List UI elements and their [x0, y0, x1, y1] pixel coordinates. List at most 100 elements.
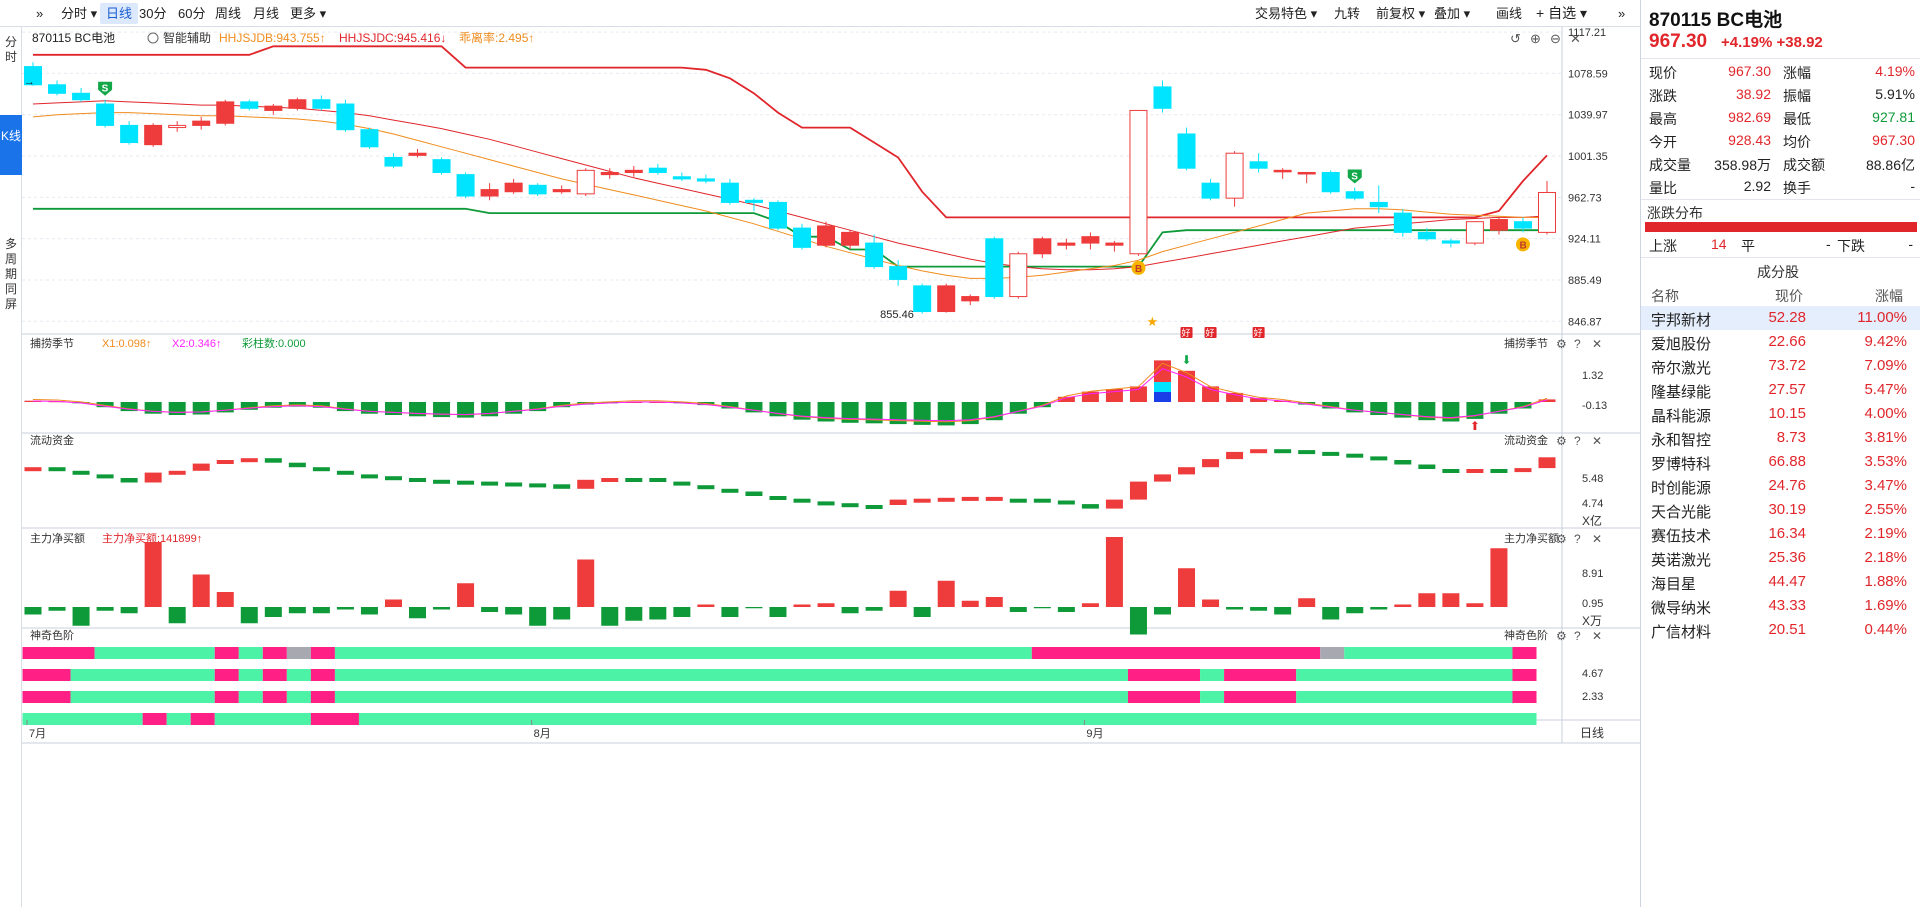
sub3-bar	[264, 607, 282, 617]
sub2-bar	[1153, 474, 1171, 482]
component-row[interactable]: 永和智控 8.73 3.81%	[1641, 426, 1920, 450]
sub1-bar	[817, 402, 835, 422]
component-pct: 2.18%	[1864, 549, 1907, 566]
high-label: 1071.66 →	[22, 76, 35, 88]
period-tab-5[interactable]: 月线	[253, 6, 280, 21]
sub1-bar	[1033, 402, 1051, 408]
side-tab-kline[interactable]: K线	[0, 115, 22, 175]
component-row[interactable]: 英诺激光 25.36 2.18%	[1641, 546, 1920, 570]
period-tab-1[interactable]: 日线	[100, 3, 139, 24]
component-row[interactable]: 微导纳米 43.33 1.69%	[1641, 594, 1920, 618]
top-toolbar: » 分时 ▾ 日线 30分 60分 周线 月线 更多 ▾ 交易特色 ▾ 九转 前复权 ▾ 叠加 ▾…	[0, 0, 1640, 27]
comp-header: 名称 现价 涨幅	[1651, 288, 1903, 304]
expand-left-icon[interactable]: »	[36, 6, 44, 21]
sub3-bar	[601, 607, 619, 626]
sub2-bar	[1226, 451, 1244, 460]
sub3-label: 主力净买额:141899↑	[102, 531, 202, 545]
period-tab-2[interactable]: 30分	[139, 6, 167, 21]
component-row[interactable]: 帝尔激光 73.72 7.09%	[1641, 354, 1920, 378]
candle	[96, 103, 115, 126]
component-row[interactable]: 赛伍技术 16.34 2.19%	[1641, 522, 1920, 546]
sub3-y-tick: 8.91	[1582, 568, 1603, 580]
component-row[interactable]: 天合光能 30.19 2.55%	[1641, 498, 1920, 522]
kline-chart[interactable]: 1117.21 1078.59 1039.97 1001.35 962.73 924.11…	[22, 27, 1640, 907]
component-row[interactable]: 爱旭股份 22.66 9.42%	[1641, 330, 1920, 354]
quote-row: 涨跌 38.92 振幅 5.91%	[1641, 83, 1920, 106]
sub2-bar	[72, 470, 90, 475]
y-tick-label: 1117.21	[1568, 27, 1606, 39]
sub1-bar	[1346, 402, 1364, 413]
component-row[interactable]: 时创能源 24.76 3.47%	[1641, 474, 1920, 498]
component-pct: 1.69%	[1864, 597, 1907, 614]
sub2-bar	[745, 491, 763, 496]
main-tool-icon: ✕	[1570, 31, 1581, 46]
component-row[interactable]: 隆基绿能 27.57 5.47%	[1641, 378, 1920, 402]
sub2-bar	[553, 484, 571, 489]
component-row[interactable]: 海目星 44.47 1.88%	[1641, 570, 1920, 594]
sub4-segment	[358, 713, 1537, 725]
side-tab-multi-period[interactable]: 多周期同屏	[4, 237, 17, 311]
expand-right-icon[interactable]: »	[1618, 6, 1626, 21]
sub1-y-tick: 1.32	[1582, 370, 1603, 382]
toolbar-button-2[interactable]: 前复权 ▾	[1376, 6, 1426, 21]
candle	[1081, 236, 1100, 244]
toolbar-button-4[interactable]: 画线	[1496, 6, 1523, 21]
sub2-bar	[48, 467, 66, 472]
sub3-bar	[673, 607, 691, 617]
sub2-bar	[1394, 460, 1412, 465]
component-row[interactable]: 罗博特科 66.88 3.53%	[1641, 450, 1920, 474]
sub1-bar	[360, 402, 378, 414]
sub4-segment	[310, 713, 359, 725]
sub1-bar	[216, 402, 234, 413]
stock-title: 870115 BC电池	[1649, 10, 1783, 31]
quote-value: 967.30	[1872, 132, 1915, 148]
candle	[1297, 171, 1316, 175]
period-tab-6[interactable]: 更多 ▾	[290, 6, 327, 21]
candle	[240, 101, 259, 109]
sub3-bar	[1057, 607, 1075, 612]
candle	[384, 157, 403, 167]
sub1-bar	[96, 402, 114, 408]
side-tab-timeshare[interactable]: 分时	[4, 35, 17, 64]
component-row[interactable]: 宇邦新材 52.28 11.00%	[1641, 306, 1920, 330]
candle	[1177, 133, 1196, 169]
toolbar-button-3[interactable]: 叠加 ▾	[1434, 6, 1471, 21]
sub4-segment	[334, 691, 1128, 703]
sub4-segment	[310, 691, 335, 703]
component-name: 罗博特科	[1651, 456, 1712, 473]
sub3-bar	[529, 607, 547, 626]
quote-value: 982.69	[1728, 109, 1771, 125]
sub3-bar	[457, 583, 475, 607]
sub2-unit: X亿	[1582, 513, 1602, 528]
sub3-title-right: 主力净买额	[1504, 531, 1559, 545]
sub4-segment	[22, 669, 71, 681]
period-tab-3[interactable]: 60分	[178, 6, 206, 21]
sub1-bar	[1418, 402, 1436, 421]
component-pct: 2.55%	[1864, 501, 1907, 518]
toolbar-button-5[interactable]: + 自选 ▾	[1536, 5, 1587, 21]
sub3-bar	[24, 607, 42, 615]
toolbar-button-1[interactable]: 九转	[1334, 6, 1361, 21]
sub2-bar	[673, 481, 691, 486]
support-line	[33, 207, 1547, 268]
period-tab-4[interactable]: 周线	[215, 6, 242, 21]
component-row[interactable]: 晶科能源 10.15 4.00%	[1641, 402, 1920, 426]
sub1-bar	[529, 402, 547, 412]
component-row[interactable]: 广信材料 20.51 0.44%	[1641, 618, 1920, 642]
sub3-bar	[288, 607, 306, 614]
candle	[1538, 191, 1556, 233]
period-tab-0[interactable]: 分时 ▾	[61, 6, 98, 21]
candle	[336, 103, 355, 131]
component-price: 22.66	[1768, 333, 1806, 350]
candle	[408, 152, 427, 156]
toolbar-button-0[interactable]: 交易特色 ▾	[1255, 6, 1318, 21]
dist-bar	[1645, 222, 1917, 232]
sub3-bar	[1033, 607, 1051, 609]
sub1-label: 彩柱数:0.000	[242, 336, 306, 350]
buy-signal-icon	[1131, 260, 1146, 275]
sub2-bar	[649, 478, 667, 482]
candle	[528, 184, 547, 195]
sub2-title: 流动资金	[30, 433, 74, 447]
component-pct: 9.42%	[1864, 333, 1907, 350]
indicator-label: HHJSJDC:945.416↓	[339, 31, 446, 45]
